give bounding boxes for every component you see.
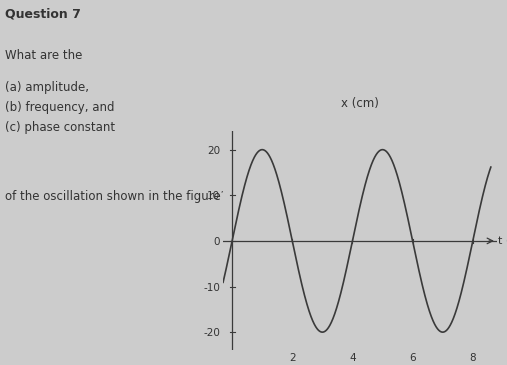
Text: x (cm): x (cm) (341, 96, 379, 109)
Text: (a) amplitude,
(b) frequency, and
(c) phase constant: (a) amplitude, (b) frequency, and (c) ph… (5, 81, 115, 134)
Text: of the oscillation shown in the figure?: of the oscillation shown in the figure? (5, 190, 227, 203)
Text: What are the: What are the (5, 49, 83, 62)
Text: t (s): t (s) (498, 236, 507, 246)
Text: Question 7: Question 7 (5, 7, 81, 20)
